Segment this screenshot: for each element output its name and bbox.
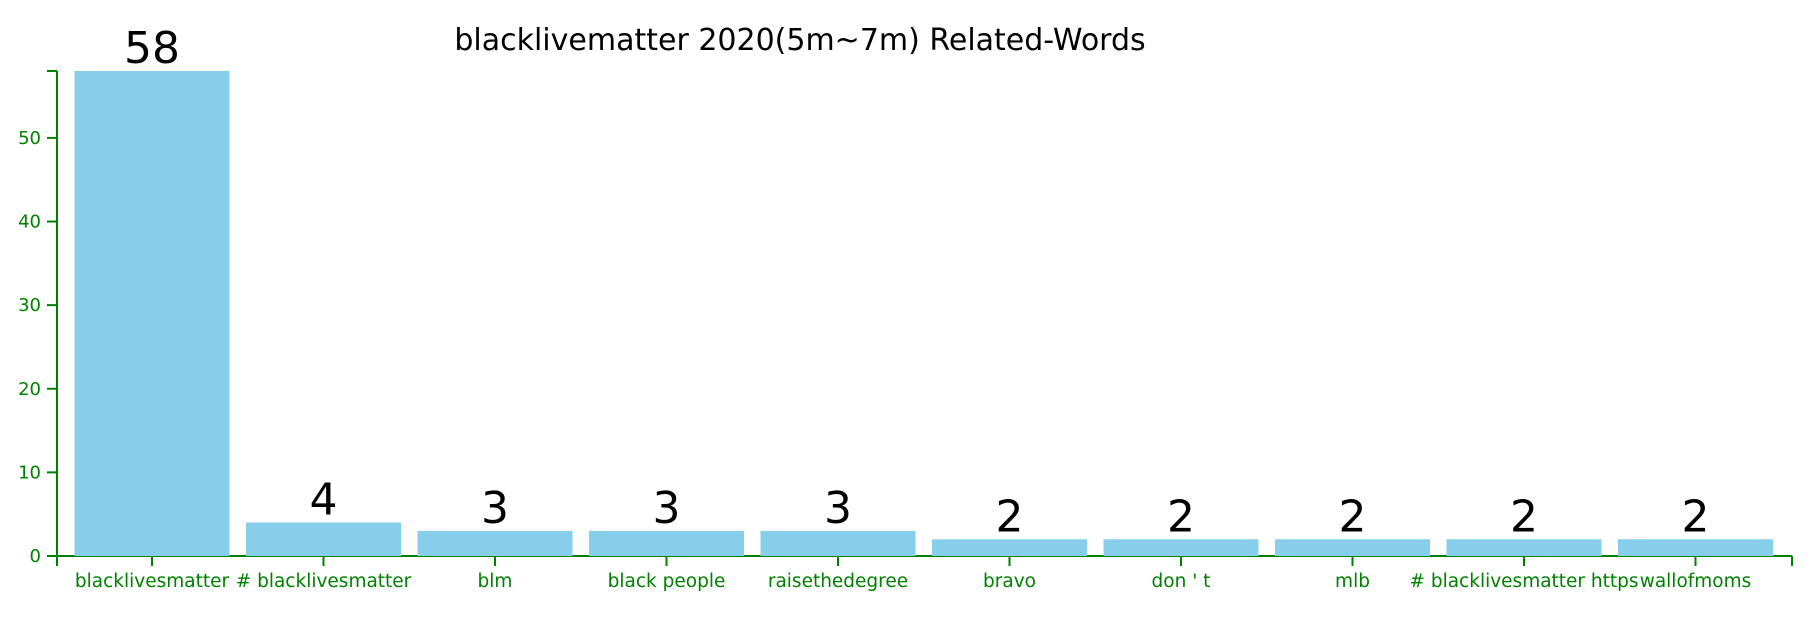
bar bbox=[1618, 539, 1773, 556]
y-tick-label: 0 bbox=[30, 546, 41, 567]
y-tick-label: 40 bbox=[18, 212, 41, 233]
bar-value-label: 2 bbox=[996, 491, 1024, 542]
x-category-label: bravo bbox=[983, 571, 1036, 592]
bar-value-label: 3 bbox=[653, 483, 681, 534]
x-category-label: wallofmoms bbox=[1640, 571, 1752, 592]
bar-value-label: 58 bbox=[124, 23, 180, 74]
y-axis: 0 10 20 30 40 50 bbox=[18, 70, 58, 567]
x-category-label: mlb bbox=[1335, 571, 1370, 592]
y-tick-label: 10 bbox=[18, 462, 41, 483]
bar bbox=[246, 522, 401, 556]
x-axis: blacklivesmatter # blacklivesmatter blm bla… bbox=[56, 555, 1793, 592]
x-category-label: blm bbox=[478, 571, 513, 592]
chart-title: blacklivematter 2020(5m~7m) Related-Word… bbox=[454, 23, 1145, 58]
bar-value-label: 2 bbox=[1339, 491, 1367, 542]
x-category-label: don ' t bbox=[1152, 571, 1211, 592]
bar-value-label: 2 bbox=[1510, 491, 1538, 542]
bar-value-label: 3 bbox=[481, 483, 509, 534]
x-category-label: # blacklivesmatter bbox=[236, 571, 412, 592]
y-tick-label: 50 bbox=[18, 128, 41, 149]
y-tick-label: 20 bbox=[18, 379, 41, 400]
bar-value-label: 3 bbox=[824, 483, 852, 534]
bar bbox=[1446, 539, 1602, 556]
bar bbox=[589, 530, 744, 556]
bar bbox=[1103, 539, 1259, 556]
data-labels-group: 58 4 3 3 3 2 2 2 2 2 bbox=[124, 23, 1710, 542]
x-category-label: black people bbox=[608, 571, 726, 592]
x-category-label: blacklivesmatter bbox=[75, 571, 230, 592]
bars-group bbox=[74, 71, 1773, 556]
bar bbox=[932, 539, 1087, 556]
bar-value-label: 2 bbox=[1167, 491, 1195, 542]
bar-value-label: 4 bbox=[310, 475, 338, 526]
x-category-label: raisethedegree bbox=[768, 571, 908, 592]
bar bbox=[417, 530, 573, 556]
bar-value-label: 2 bbox=[1682, 491, 1710, 542]
x-category-label: # blacklivesmatter https bbox=[1409, 571, 1638, 592]
bar bbox=[74, 71, 230, 556]
bar bbox=[1275, 539, 1430, 556]
y-tick-label: 30 bbox=[18, 295, 41, 316]
bar bbox=[760, 530, 916, 556]
